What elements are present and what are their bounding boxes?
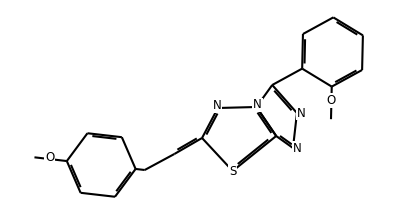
Text: O: O	[45, 151, 54, 164]
Text: S: S	[229, 165, 236, 178]
Text: N: N	[293, 142, 302, 155]
Text: N: N	[297, 106, 305, 119]
Text: N: N	[213, 99, 221, 112]
Text: N: N	[253, 99, 262, 112]
Text: O: O	[327, 94, 336, 107]
